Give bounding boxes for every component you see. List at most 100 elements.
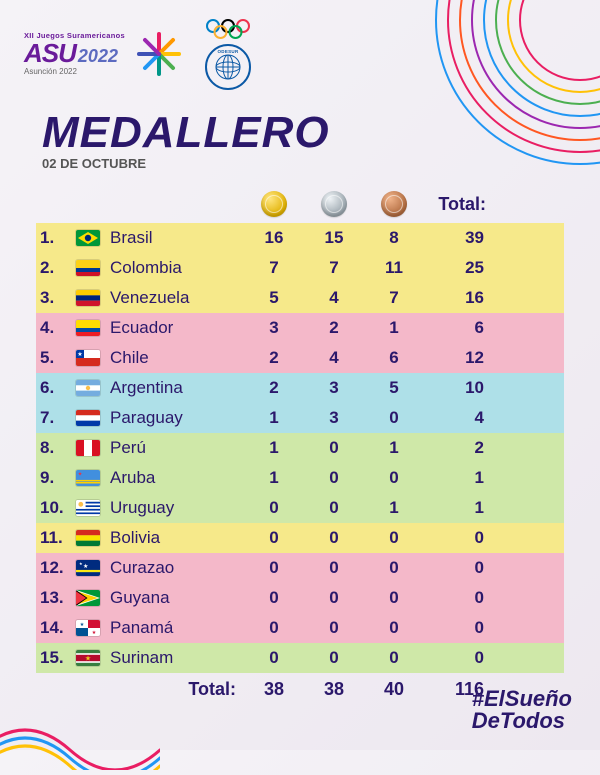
row-total: 25 xyxy=(424,258,492,278)
country-name: Ecuador xyxy=(104,318,244,338)
medal-table: Total: 1. Brasil 16 15 8 39 2. Colombia … xyxy=(36,187,564,705)
event-year: 2022 xyxy=(78,47,118,65)
bronze-count: 0 xyxy=(364,528,424,548)
gold-count: 0 xyxy=(244,558,304,578)
bronze-count: 0 xyxy=(364,468,424,488)
logo-odesur: ODESUR xyxy=(205,18,251,90)
svg-text:★: ★ xyxy=(85,655,91,663)
rank: 6. xyxy=(36,378,72,398)
logo-asu2022: XII Juegos Suramericanos ASU 2022 Asunci… xyxy=(24,26,187,82)
country-name: Curazao xyxy=(104,558,244,578)
gold-count: 0 xyxy=(244,648,304,668)
silver-count: 15 xyxy=(304,228,364,248)
bronze-count: 1 xyxy=(364,438,424,458)
row-total: 2 xyxy=(424,438,492,458)
country-name: Panamá xyxy=(104,618,244,638)
rank: 5. xyxy=(36,348,72,368)
table-row: 4. Ecuador 3 2 1 6 xyxy=(36,313,564,343)
svg-text:★: ★ xyxy=(77,351,82,358)
bronze-count: 0 xyxy=(364,588,424,608)
table-row: 7. Paraguay 1 3 0 4 xyxy=(36,403,564,433)
gold-count: 0 xyxy=(244,618,304,638)
table-row: 2. Colombia 7 7 11 25 xyxy=(36,253,564,283)
silver-count: 0 xyxy=(304,618,364,638)
silver-count: 0 xyxy=(304,438,364,458)
gold-count: 1 xyxy=(244,408,304,428)
row-total: 39 xyxy=(424,228,492,248)
flag-icon xyxy=(72,230,104,246)
silver-count: 0 xyxy=(304,648,364,668)
flag-icon: ★★ xyxy=(72,620,104,636)
rank: 9. xyxy=(36,468,72,488)
table-row: 6. Argentina 2 3 5 10 xyxy=(36,373,564,403)
page-title: MEDALLERO xyxy=(42,108,558,158)
rank: 11. xyxy=(36,528,72,548)
flag-icon: ★ xyxy=(72,350,104,366)
flag-icon xyxy=(72,530,104,546)
svg-text:★: ★ xyxy=(83,563,88,570)
rank: 15. xyxy=(36,648,72,668)
burst-icon xyxy=(131,26,187,82)
table-row: 9. ✦ Aruba 1 0 0 1 xyxy=(36,463,564,493)
row-total: 4 xyxy=(424,408,492,428)
flag-icon xyxy=(72,410,104,426)
silver-count: 0 xyxy=(304,498,364,518)
row-total: 0 xyxy=(424,528,492,548)
rank: 14. xyxy=(36,618,72,638)
country-name: Colombia xyxy=(104,258,244,278)
gold-count: 0 xyxy=(244,528,304,548)
flag-icon xyxy=(72,590,104,606)
row-total: 10 xyxy=(424,378,492,398)
silver-count: 4 xyxy=(304,288,364,308)
totals-label: Total: xyxy=(36,679,244,700)
gold-count: 3 xyxy=(244,318,304,338)
rank: 3. xyxy=(36,288,72,308)
silver-count: 0 xyxy=(304,468,364,488)
totals-bronze: 40 xyxy=(364,679,424,700)
row-total: 0 xyxy=(424,618,492,638)
country-name: Uruguay xyxy=(104,498,244,518)
totals-silver: 38 xyxy=(304,679,364,700)
bronze-medal-icon xyxy=(381,191,407,217)
country-name: Surinam xyxy=(104,648,244,668)
bronze-count: 11 xyxy=(364,258,424,278)
gold-count: 2 xyxy=(244,348,304,368)
column-total-label: Total: xyxy=(424,194,492,215)
silver-count: 3 xyxy=(304,378,364,398)
gold-count: 16 xyxy=(244,228,304,248)
globe-icon: ODESUR xyxy=(205,44,251,90)
bronze-count: 6 xyxy=(364,348,424,368)
silver-count: 4 xyxy=(304,348,364,368)
silver-count: 0 xyxy=(304,528,364,548)
table-row: 8. Perú 1 0 1 2 xyxy=(36,433,564,463)
gold-count: 2 xyxy=(244,378,304,398)
rank: 8. xyxy=(36,438,72,458)
header: XII Juegos Suramericanos ASU 2022 Asunci… xyxy=(0,0,600,98)
row-total: 1 xyxy=(424,498,492,518)
gold-count: 1 xyxy=(244,468,304,488)
table-row: 14. ★★ Panamá 0 0 0 0 xyxy=(36,613,564,643)
table-row: 1. Brasil 16 15 8 39 xyxy=(36,223,564,253)
row-total: 0 xyxy=(424,648,492,668)
silver-count: 0 xyxy=(304,588,364,608)
svg-text:★: ★ xyxy=(80,622,85,628)
bronze-count: 5 xyxy=(364,378,424,398)
gold-count: 7 xyxy=(244,258,304,278)
flag-icon xyxy=(72,500,104,516)
bronze-count: 0 xyxy=(364,558,424,578)
country-name: Venezuela xyxy=(104,288,244,308)
country-name: Aruba xyxy=(104,468,244,488)
bronze-count: 0 xyxy=(364,648,424,668)
row-total: 12 xyxy=(424,348,492,368)
bronze-count: 1 xyxy=(364,318,424,338)
bronze-count: 7 xyxy=(364,288,424,308)
country-name: Perú xyxy=(104,438,244,458)
totals-gold: 38 xyxy=(244,679,304,700)
bronze-count: 0 xyxy=(364,408,424,428)
event-sub: Asunción 2022 xyxy=(24,68,125,76)
row-total: 6 xyxy=(424,318,492,338)
table-row: 3. Venezuela 5 4 7 16 xyxy=(36,283,564,313)
rank: 2. xyxy=(36,258,72,278)
table-row: 12. ★★ Curazao 0 0 0 0 xyxy=(36,553,564,583)
table-row: 11. Bolivia 0 0 0 0 xyxy=(36,523,564,553)
